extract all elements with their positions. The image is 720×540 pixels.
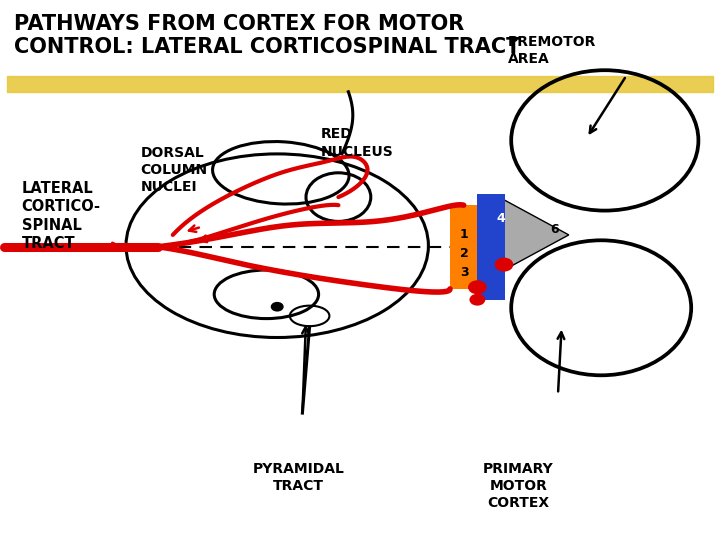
Text: 2: 2 bbox=[460, 247, 469, 260]
Text: 1: 1 bbox=[460, 228, 469, 241]
Text: DORSAL
COLUMN
NUCLEI: DORSAL COLUMN NUCLEI bbox=[140, 146, 207, 194]
Circle shape bbox=[468, 280, 487, 294]
Bar bbox=[450, 205, 480, 289]
Circle shape bbox=[469, 294, 485, 306]
Circle shape bbox=[495, 258, 513, 272]
Text: 4: 4 bbox=[496, 212, 505, 225]
Text: PREMOTOR
AREA: PREMOTOR AREA bbox=[508, 35, 596, 66]
Circle shape bbox=[271, 302, 284, 312]
Polygon shape bbox=[504, 200, 569, 270]
Text: 3: 3 bbox=[460, 266, 469, 279]
Text: LATERAL
CORTICO-
SPINAL
TRACT: LATERAL CORTICO- SPINAL TRACT bbox=[22, 180, 101, 252]
Text: PYRAMIDAL
TRACT: PYRAMIDAL TRACT bbox=[253, 462, 345, 493]
Text: 6: 6 bbox=[550, 223, 559, 236]
Text: PATHWAYS FROM CORTEX FOR MOTOR
CONTROL: LATERAL CORTICOSPINAL TRACT: PATHWAYS FROM CORTEX FOR MOTOR CONTROL: … bbox=[14, 14, 521, 57]
Bar bbox=[477, 194, 505, 300]
Text: RED
NUCLEUS: RED NUCLEUS bbox=[320, 127, 393, 159]
Text: PRIMARY
MOTOR
CORTEX: PRIMARY MOTOR CORTEX bbox=[483, 462, 554, 510]
